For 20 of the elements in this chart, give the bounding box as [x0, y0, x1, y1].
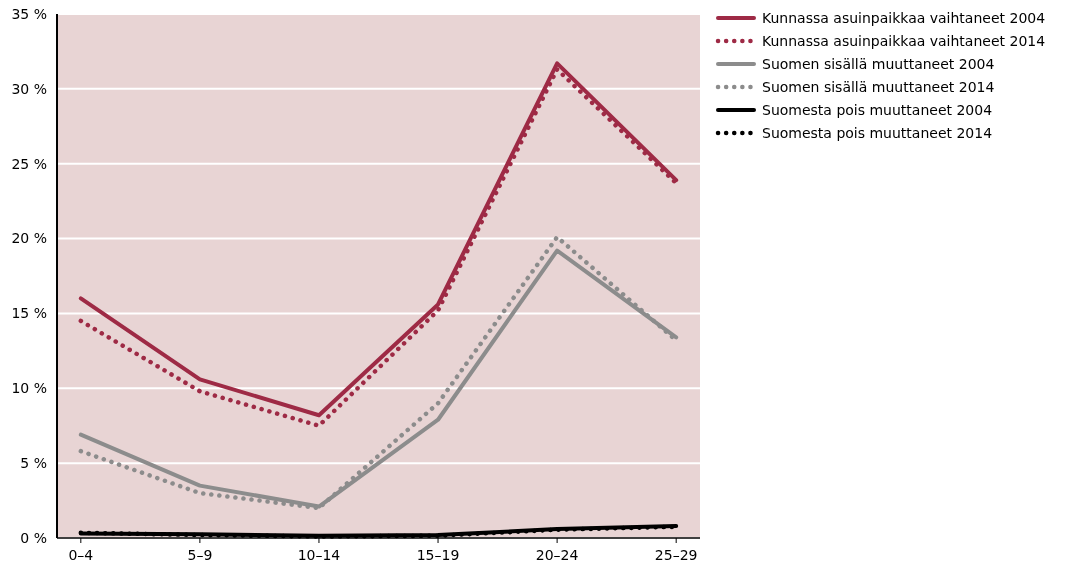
legend-label: Suomen sisällä muuttaneet 2004: [762, 55, 995, 72]
y-tick-label: 20 %: [11, 230, 47, 247]
y-tick-label: 0 %: [20, 529, 47, 546]
y-tick-label: 35 %: [11, 5, 47, 22]
y-tick-label: 10 %: [11, 380, 47, 397]
legend-label: Kunnassa asuinpaikkaa vaihtaneet 2014: [762, 32, 1046, 49]
y-tick-label: 15 %: [11, 305, 47, 322]
x-tick-label: 10–14: [297, 547, 341, 563]
y-tick-label: 5 %: [20, 455, 47, 472]
x-tick-label: 0–4: [68, 547, 94, 563]
legend-label: Suomen sisällä muuttaneet 2014: [762, 78, 995, 95]
legend-label: Kunnassa asuinpaikkaa vaihtaneet 2004: [762, 9, 1046, 26]
x-tick-label: 25–29: [654, 547, 698, 563]
x-tick-label: 15–19: [416, 547, 460, 563]
y-tick-label: 25 %: [11, 155, 47, 172]
x-tick-label: 5–9: [187, 547, 213, 563]
y-tick-label: 30 %: [11, 80, 47, 97]
legend-label: Suomesta pois muuttaneet 2014: [762, 124, 993, 141]
legend-label: Suomesta pois muuttaneet 2004: [762, 101, 993, 118]
x-tick-label: 20–24: [535, 547, 579, 563]
